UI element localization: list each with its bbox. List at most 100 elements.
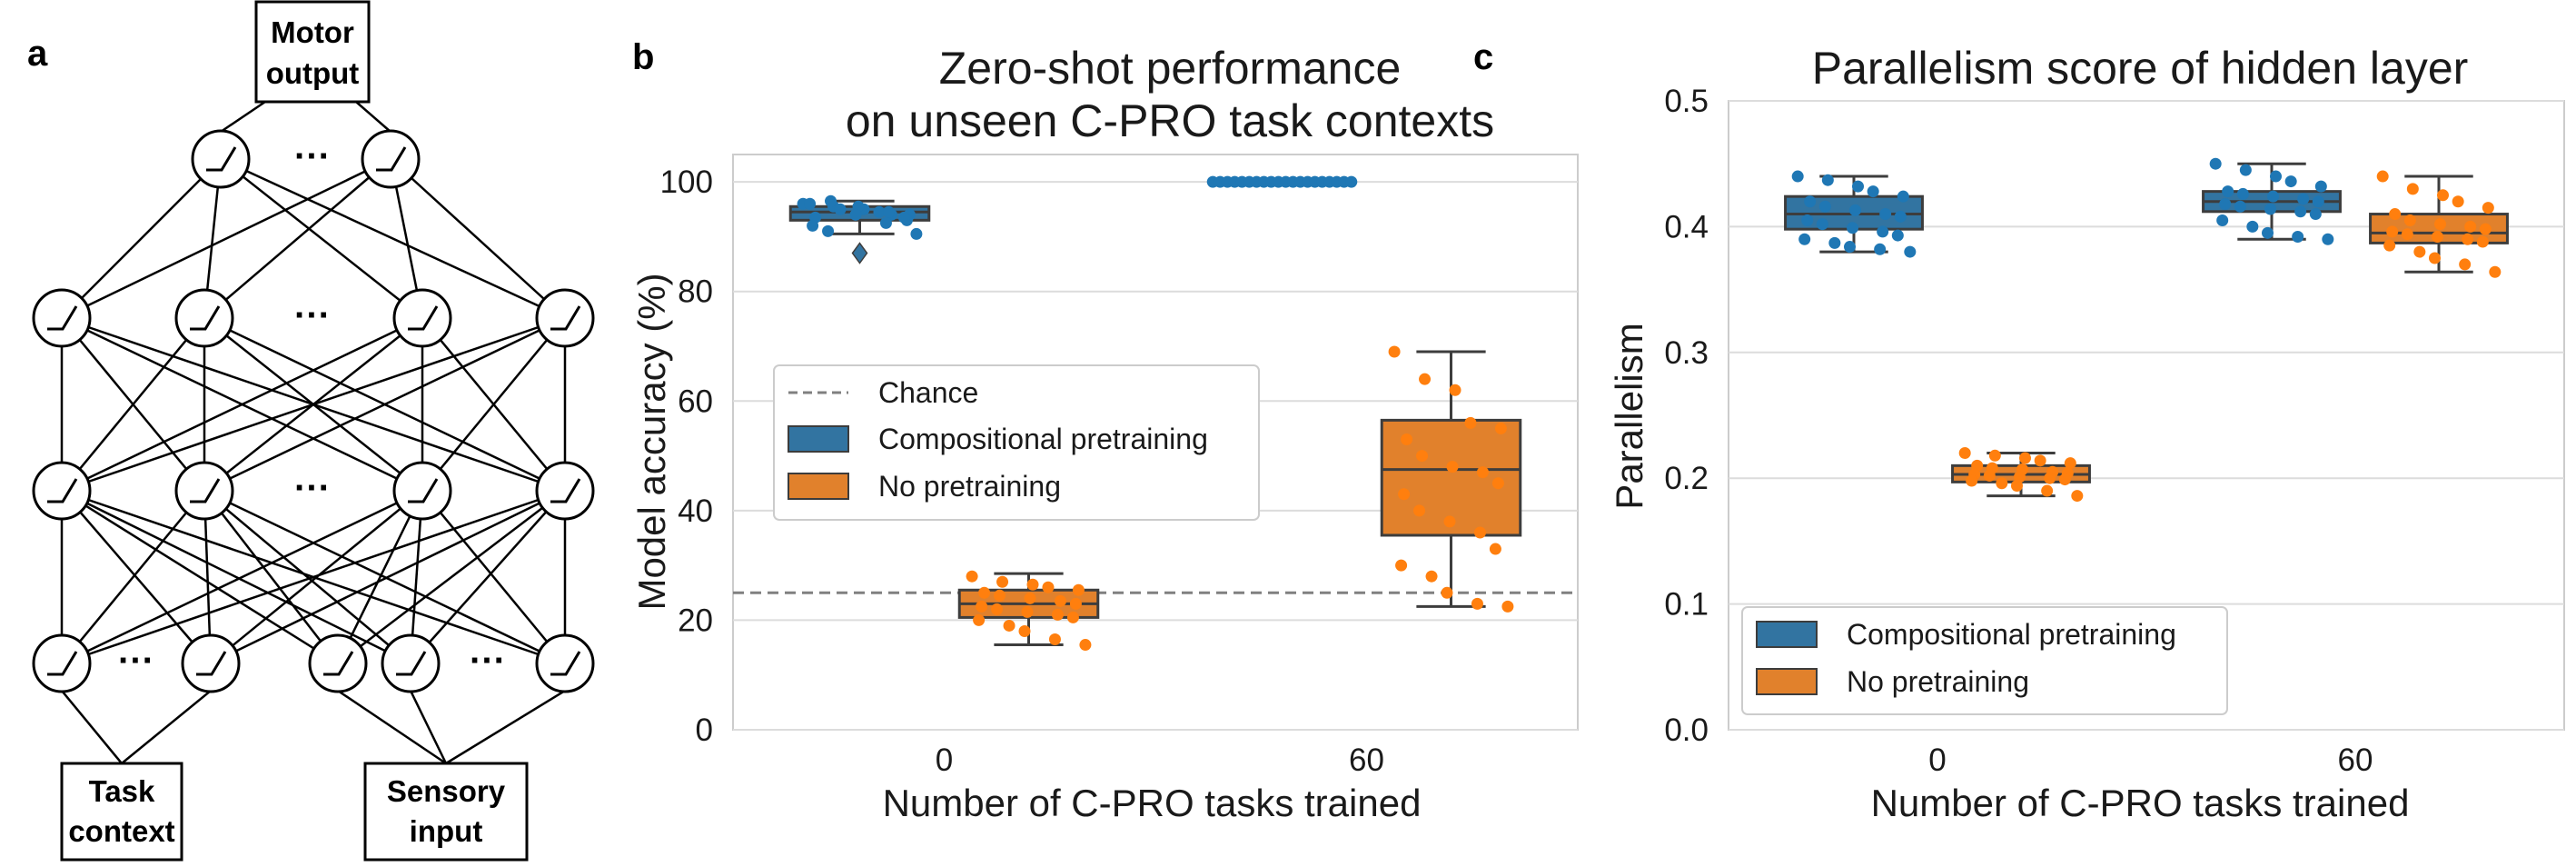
data-point xyxy=(2019,452,2031,464)
data-point xyxy=(1818,200,1831,213)
data-point xyxy=(966,570,978,583)
relu-unit xyxy=(174,461,234,521)
data-point xyxy=(1026,578,1039,591)
network-diagram: a ··· ··· ··· ··· ··· Motor output Task cont… xyxy=(27,0,595,862)
data-point xyxy=(1966,474,1978,487)
relu-icon xyxy=(408,478,439,503)
y-tick-label: 80 xyxy=(678,274,713,310)
motor-output-label-line2: output xyxy=(266,56,360,90)
data-point xyxy=(973,613,986,626)
connection xyxy=(121,690,212,764)
data-point xyxy=(1874,243,1887,255)
data-point xyxy=(2432,230,2443,243)
legend-compositional-swatch xyxy=(788,425,849,453)
data-point xyxy=(1894,210,1907,223)
relu-unit xyxy=(361,129,421,189)
data-point xyxy=(2429,252,2441,264)
connection xyxy=(336,490,424,664)
chart-c-points xyxy=(1791,157,2502,503)
task-context-label-line2: context xyxy=(68,814,174,848)
connection xyxy=(203,489,566,665)
connection xyxy=(203,316,566,493)
data-point xyxy=(2401,228,2413,241)
data-point xyxy=(882,205,895,218)
connection xyxy=(61,317,205,492)
data-point xyxy=(2270,170,2282,183)
data-point xyxy=(1849,204,1861,216)
chart-c-x-axis-label: Number of C-PRO tasks trained xyxy=(1871,782,2410,824)
unit-circle xyxy=(181,633,241,693)
relu-unit xyxy=(535,461,595,521)
unit-circle xyxy=(392,288,452,348)
unit-circle xyxy=(32,633,92,693)
data-point xyxy=(1419,373,1432,385)
data-point xyxy=(2219,197,2232,210)
data-point xyxy=(804,197,817,210)
data-point xyxy=(2464,220,2477,233)
data-point xyxy=(1798,233,1811,245)
chart-b-x-axis-label: Number of C-PRO tasks trained xyxy=(883,782,1422,824)
data-point xyxy=(897,211,910,224)
chart-c-x-ticks: 0 60 xyxy=(1928,742,2373,778)
data-point xyxy=(1491,477,1504,490)
motor-output-label-line1: Motor xyxy=(271,15,354,49)
connection xyxy=(203,158,391,319)
panel-letter-c: c xyxy=(1473,37,1493,77)
data-point xyxy=(1441,586,1453,599)
data-point xyxy=(976,600,988,613)
data-point xyxy=(2071,490,2084,503)
data-point xyxy=(994,589,1006,602)
connection xyxy=(421,490,566,664)
chart-b-y-ticks: 0 20 40 60 80 100 xyxy=(660,164,713,748)
relu-icon xyxy=(323,651,354,676)
data-point xyxy=(2413,245,2426,258)
data-point xyxy=(2322,233,2334,245)
data-point xyxy=(2386,225,2399,238)
data-point xyxy=(2058,473,2071,486)
chart-b-title-line2: on unseen C-PRO task contexts xyxy=(846,95,1494,146)
data-point xyxy=(2479,223,2492,235)
data-point xyxy=(1072,583,1085,596)
connection xyxy=(61,316,566,493)
y-tick-label: 60 xyxy=(678,384,713,419)
data-point xyxy=(2312,195,2324,208)
data-point xyxy=(834,203,847,215)
data-point xyxy=(1425,570,1438,583)
data-point xyxy=(1416,450,1429,463)
data-point xyxy=(1464,416,1477,429)
connection xyxy=(409,690,448,764)
legend-chance-label: Chance xyxy=(878,376,978,409)
data-point xyxy=(2482,202,2494,214)
relu-unit xyxy=(32,288,92,348)
relu-icon xyxy=(196,651,227,676)
sensory-input-label-line1: Sensory xyxy=(387,774,506,808)
data-point xyxy=(1821,174,1834,186)
y-tick-label: 0.2 xyxy=(1664,461,1709,496)
data-point xyxy=(2292,230,2304,243)
relu-unit xyxy=(381,633,441,693)
y-tick-label: 0.5 xyxy=(1664,84,1709,119)
data-point xyxy=(2376,170,2389,183)
unit-circle xyxy=(32,461,92,521)
data-point xyxy=(822,224,835,237)
data-point xyxy=(1494,422,1507,434)
relu-icon xyxy=(396,651,427,676)
ellipsis-text: ··· xyxy=(294,136,331,176)
network-ellipses: ··· ··· ··· ··· ··· xyxy=(118,136,506,681)
connection xyxy=(210,489,566,665)
unit-circle xyxy=(308,633,368,693)
data-point xyxy=(1867,185,1879,198)
data-point xyxy=(2239,164,2252,176)
chart-b-title-line1: Zero-shot performance xyxy=(939,43,1402,94)
data-point xyxy=(1847,222,1858,234)
unit-circle xyxy=(361,129,421,189)
data-point xyxy=(2452,195,2464,208)
connection xyxy=(355,101,391,133)
data-point xyxy=(1844,241,1856,254)
data-point xyxy=(1791,170,1804,183)
data-point xyxy=(807,219,819,232)
legend-no-pretraining-label: No pretraining xyxy=(878,470,1061,503)
x-tick-label: 0 xyxy=(1928,742,1946,778)
data-point xyxy=(2064,457,2076,470)
data-point xyxy=(1958,447,1971,460)
